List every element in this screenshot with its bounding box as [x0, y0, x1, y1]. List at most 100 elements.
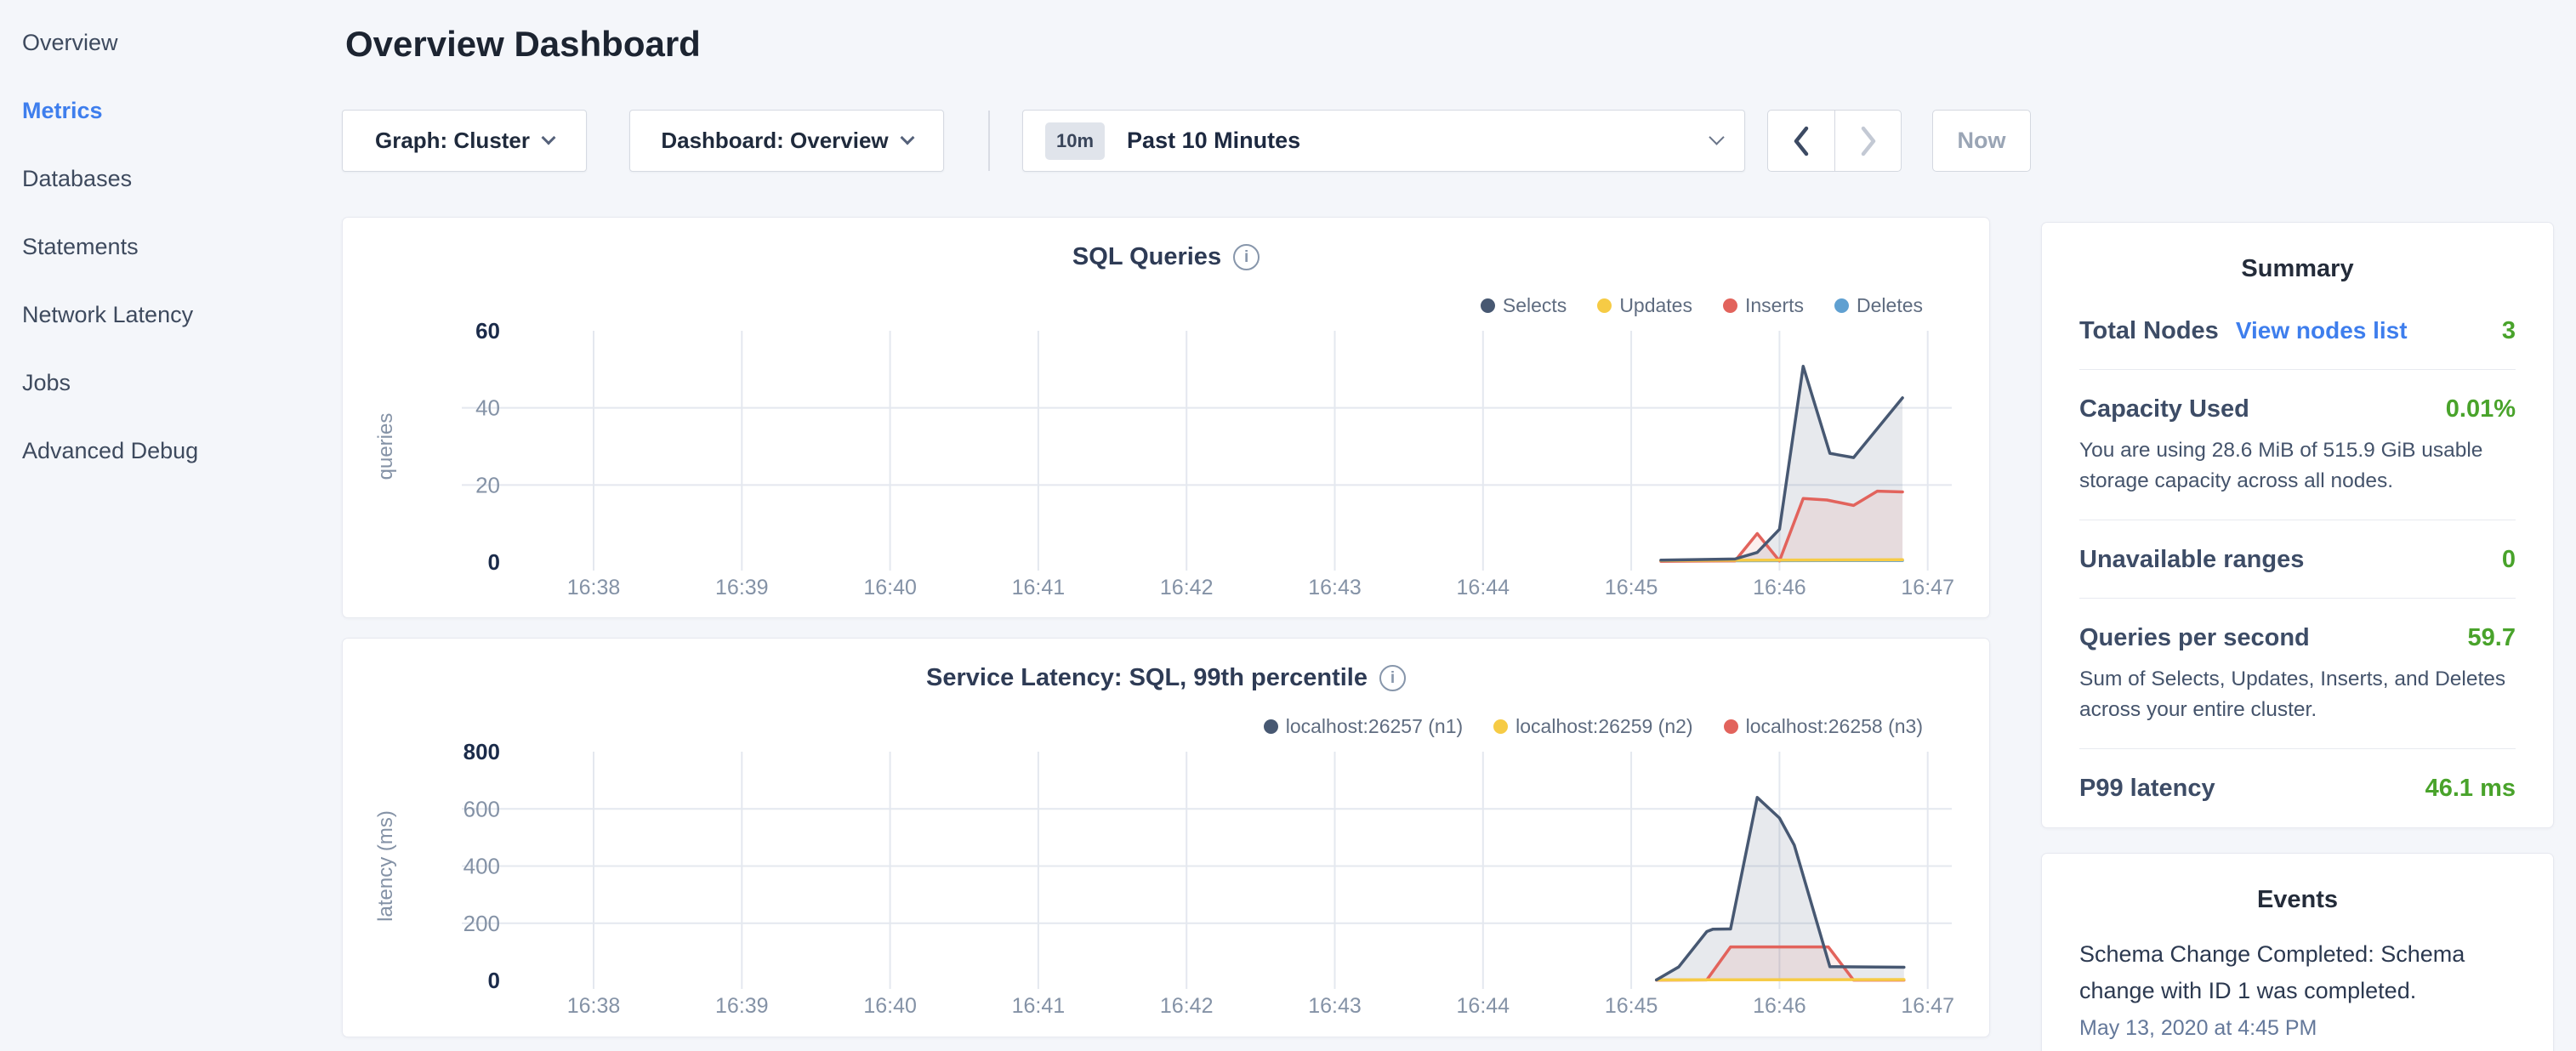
- legend-item[interactable]: localhost:26258 (n3): [1723, 715, 1923, 738]
- sidebar-item-overview[interactable]: Overview: [22, 29, 118, 55]
- sidebar-item-advanced-debug[interactable]: Advanced Debug: [22, 437, 199, 463]
- svg-text:0: 0: [488, 549, 500, 575]
- service-latency-chart[interactable]: 16:38 16:39 16:40 16:41 16:42 16:43 16:44 16:45…: [343, 639, 1991, 1038]
- legend-label: Updates: [1619, 294, 1692, 316]
- events-panel: Events Schema Change Completed: Schema c…: [2041, 853, 2554, 1051]
- svg-text:800: 800: [463, 739, 500, 764]
- svg-text:16:45: 16:45: [1605, 994, 1658, 1018]
- sidebar-item-databases[interactable]: Databases: [22, 165, 133, 191]
- graph-scope-label: Graph: Cluster: [374, 128, 531, 153]
- info-icon[interactable]: i: [1233, 244, 1260, 270]
- svg-text:16:42: 16:42: [1160, 994, 1214, 1018]
- divider: [2079, 369, 2516, 370]
- svg-text:600: 600: [463, 796, 500, 821]
- summary-row-qps: Queries per second 59.7 Sum of Selects, …: [2079, 599, 2516, 748]
- legend-item[interactable]: Selects: [1480, 294, 1567, 317]
- qps-description: Sum of Selects, Updates, Inserts, and De…: [2079, 668, 2506, 721]
- divider: [2079, 598, 2516, 599]
- legend-dot-icon: [1834, 298, 1850, 313]
- legend-dot-icon: [1493, 719, 1509, 734]
- time-back-button[interactable]: [1768, 111, 1834, 171]
- svg-text:16:38: 16:38: [567, 994, 621, 1018]
- page-title: Overview Dashboard: [345, 24, 701, 64]
- sidebar-item-metrics[interactable]: Metrics: [22, 97, 103, 123]
- sidebar-item-network-latency[interactable]: Network Latency: [22, 301, 194, 327]
- time-range-label: Past 10 Minutes: [1127, 128, 1301, 153]
- view-nodes-list-link[interactable]: View nodes list: [2235, 317, 2408, 344]
- capacity-used-value: 0.01%: [2445, 395, 2516, 423]
- svg-text:40: 40: [475, 395, 500, 421]
- legend-item[interactable]: Deletes: [1834, 294, 1923, 317]
- legend-dot-icon: [1722, 298, 1737, 313]
- capacity-used-description: You are using 28.6 MiB of 515.9 GiB usab…: [2079, 439, 2483, 492]
- controls-bar: Graph: Cluster Dashboard: Overview 10m P…: [342, 110, 2031, 172]
- capacity-used-label: Capacity Used: [2079, 395, 2249, 423]
- svg-text:16:41: 16:41: [1012, 576, 1066, 599]
- legend-item[interactable]: localhost:26259 (n2): [1493, 715, 1693, 738]
- dashboard-dropdown[interactable]: Dashboard: Overview: [629, 110, 944, 172]
- summary-row-capacity: Capacity Used 0.01% You are using 28.6 M…: [2079, 370, 2516, 520]
- controls-divider: [988, 111, 990, 171]
- chevron-left-icon: [1794, 126, 1809, 156]
- chart-title: SQL Queries: [1072, 243, 1222, 270]
- summary-row-unavailable-ranges: Unavailable ranges 0: [2079, 520, 2516, 598]
- chevron-down-icon: [541, 130, 556, 145]
- svg-text:60: 60: [475, 318, 500, 344]
- summary-row-p99-latency: P99 latency 46.1 ms: [2079, 749, 2516, 827]
- unavailable-ranges-value: 0: [2501, 546, 2516, 574]
- event-text: Schema Change Completed: Schema change w…: [2079, 941, 2465, 1004]
- legend-item[interactable]: Updates: [1597, 294, 1692, 317]
- event-timestamp: May 13, 2020 at 4:45 PM: [2079, 1016, 2317, 1041]
- legend-label: Inserts: [1744, 294, 1805, 316]
- svg-text:400: 400: [463, 854, 500, 879]
- sql-queries-chart[interactable]: 16:38 16:39 16:40 16:41 16:42 16:43 16:44 16:45…: [343, 218, 1991, 619]
- qps-value: 59.7: [2467, 624, 2516, 652]
- now-button[interactable]: Now: [1932, 110, 2031, 172]
- summary-title: Summary: [2241, 255, 2354, 282]
- legend-dot-icon: [1723, 719, 1738, 734]
- svg-text:16:47: 16:47: [1901, 994, 1954, 1018]
- time-forward-button[interactable]: [1834, 111, 1901, 171]
- info-icon[interactable]: i: [1379, 665, 1406, 691]
- time-step-buttons: [1767, 110, 1902, 172]
- graph-scope-dropdown[interactable]: Graph: Cluster: [342, 110, 587, 172]
- chevron-right-icon: [1861, 126, 1875, 156]
- time-range-badge: 10m: [1045, 122, 1106, 160]
- svg-text:16:40: 16:40: [863, 994, 917, 1018]
- summary-row-total-nodes: Total Nodes View nodes list 3: [2079, 292, 2516, 369]
- svg-text:queries: queries: [374, 413, 397, 480]
- chart-title: Service Latency: SQL, 99th percentile: [926, 664, 1368, 691]
- sidebar-item-jobs[interactable]: Jobs: [22, 369, 71, 395]
- time-range-picker[interactable]: 10m Past 10 Minutes: [1022, 110, 1745, 172]
- svg-text:20: 20: [475, 472, 500, 497]
- p99-latency-label: P99 latency: [2079, 775, 2215, 803]
- legend-label: localhost:26259 (n2): [1515, 715, 1693, 737]
- event-list-item[interactable]: Schema Change Completed: Schema change w…: [2079, 936, 2516, 1041]
- chevron-down-icon: [1709, 129, 1725, 145]
- svg-text:16:39: 16:39: [715, 576, 769, 599]
- legend-dot-icon: [1263, 719, 1278, 734]
- service-latency-chart-card: Service Latency: SQL, 99th percentile i …: [342, 638, 1990, 1037]
- svg-text:200: 200: [463, 911, 500, 936]
- svg-text:latency (ms): latency (ms): [374, 810, 397, 922]
- sql-queries-chart-card: SQL Queries i Selects Updates Inserts Delet…: [342, 217, 1990, 618]
- svg-text:0: 0: [488, 968, 500, 993]
- legend-label: Deletes: [1857, 294, 1923, 316]
- svg-text:16:39: 16:39: [715, 994, 769, 1018]
- legend-item[interactable]: Inserts: [1722, 294, 1805, 317]
- unavailable-ranges-label: Unavailable ranges: [2079, 546, 2305, 574]
- svg-text:16:44: 16:44: [1457, 576, 1510, 599]
- svg-text:16:41: 16:41: [1012, 994, 1066, 1018]
- sidebar: Overview Metrics Databases Statements Ne…: [0, 0, 340, 1051]
- svg-text:16:43: 16:43: [1308, 994, 1362, 1018]
- chart-legend: localhost:26257 (n1) localhost:26259 (n2)…: [1263, 715, 1923, 738]
- svg-text:16:47: 16:47: [1901, 576, 1954, 599]
- legend-item[interactable]: localhost:26257 (n1): [1263, 715, 1463, 738]
- svg-text:16:42: 16:42: [1160, 576, 1214, 599]
- total-nodes-label: Total Nodes: [2079, 317, 2219, 344]
- events-title: Events: [2256, 886, 2339, 913]
- svg-text:16:43: 16:43: [1308, 576, 1362, 599]
- sidebar-item-statements[interactable]: Statements: [22, 233, 139, 259]
- legend-label: localhost:26258 (n3): [1745, 715, 1923, 737]
